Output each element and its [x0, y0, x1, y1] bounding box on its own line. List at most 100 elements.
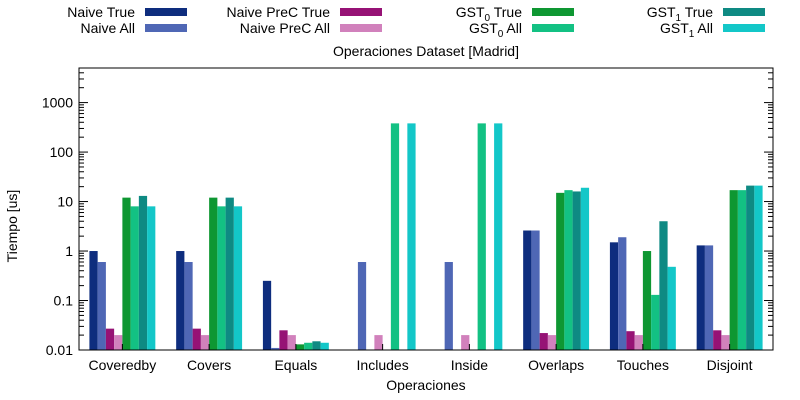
bar-coveredby-gst1-all	[147, 206, 156, 350]
y-axis-label: Tiempo [us]	[4, 190, 20, 263]
bar-coveredby-naive-prec-all	[114, 335, 123, 350]
bar-disjoint-gst0-all	[737, 190, 747, 350]
y-tick-label: 0.01	[46, 342, 73, 358]
legend-swatch	[723, 24, 765, 32]
bar-overlaps-gst0-true	[556, 192, 565, 350]
y-tick-label: 0.1	[54, 293, 74, 309]
bar-overlaps-naive-all	[531, 230, 540, 350]
x-tick-label: Inside	[451, 357, 489, 373]
bar-equals-naive-all	[271, 347, 280, 350]
bar-disjoint-gst1-all	[754, 185, 763, 350]
legend-label: Naive True	[67, 4, 135, 20]
bar-includes-naive-all	[357, 262, 367, 350]
bar-disjoint-gst1-true	[746, 185, 755, 350]
bar-includes-naive-prec-all	[374, 335, 383, 350]
x-tick-label: Disjoint	[707, 357, 753, 373]
bar-covers-gst0-true	[209, 197, 218, 350]
y-tick-label: 100	[50, 144, 74, 160]
bar-equals-gst1-true	[312, 341, 321, 350]
legend-label: GST1 All	[660, 20, 713, 40]
y-tick-label: 1000	[42, 95, 73, 111]
legend-swatch	[340, 8, 382, 16]
bar-disjoint-naive-true	[696, 245, 705, 350]
legend-item: Naive All	[81, 20, 187, 36]
legend-label: GST1 True	[647, 4, 713, 24]
chart-title: Operaciones Dataset [Madrid]	[333, 43, 519, 59]
bar-inside-naive-prec-all	[461, 335, 470, 350]
x-tick-label: Touches	[617, 357, 669, 373]
x-tick-label: Includes	[357, 357, 409, 373]
bar-covers-gst1-true	[225, 197, 234, 350]
legend-swatch	[532, 8, 574, 16]
bar-disjoint-naive-prec-true	[713, 330, 722, 350]
bars-group	[89, 123, 763, 350]
bar-touches-gst0-all	[651, 294, 660, 350]
bar-touches-gst1-true	[659, 221, 668, 350]
bar-overlaps-gst1-all	[580, 187, 590, 350]
bar-equals-naive-prec-all	[287, 335, 296, 350]
bar-coveredby-naive-all	[97, 262, 106, 350]
bar-includes-gst0-all	[390, 123, 400, 350]
bar-equals-gst0-true	[295, 344, 305, 350]
bar-inside-gst0-all	[477, 123, 486, 350]
bar-coveredby-gst0-true	[122, 197, 131, 350]
legend-label: Naive All	[81, 20, 135, 36]
bar-touches-gst1-all	[667, 266, 676, 350]
legend-item: Naive PreC All	[240, 20, 382, 36]
legend-label: GST0 True	[456, 4, 522, 24]
bar-covers-gst0-all	[217, 206, 226, 350]
legend-item: GST0 All	[469, 20, 574, 40]
legend-swatch	[340, 24, 382, 32]
bar-coveredby-naive-true	[89, 251, 98, 350]
bar-touches-naive-true	[609, 242, 619, 350]
bar-overlaps-gst1-true	[572, 191, 581, 350]
legend-swatch	[723, 8, 765, 16]
bar-touches-naive-all	[618, 237, 627, 350]
axes: 0.01 0.1 1 10 100 1000 Coveredby Covers Equals In…	[42, 67, 773, 373]
bar-includes-gst1-all	[407, 123, 416, 350]
bar-equals-gst1-all	[320, 342, 329, 350]
bar-touches-naive-prec-all	[634, 335, 643, 350]
bar-overlaps-naive-prec-true	[539, 333, 548, 350]
bar-coveredby-gst0-all	[130, 206, 139, 350]
bar-covers-naive-prec-true	[192, 328, 201, 350]
bar-overlaps-naive-true	[523, 230, 532, 350]
bar-inside-naive-all	[444, 262, 453, 350]
bar-disjoint-gst0-true	[729, 190, 738, 350]
legend-swatch	[145, 8, 187, 16]
bar-equals-gst0-all	[304, 342, 313, 350]
y-tick-label: 10	[57, 194, 73, 210]
bar-covers-naive-all	[184, 262, 193, 350]
legend-item: GST1 True	[647, 4, 765, 24]
bar-disjoint-naive-all	[704, 245, 714, 350]
y-tick-label: 1	[65, 243, 73, 259]
legend-item: Naive PreC True	[227, 4, 382, 20]
bar-inside-gst1-all	[494, 123, 503, 350]
legend-item: GST1 All	[660, 20, 765, 40]
bar-touches-naive-prec-true	[626, 331, 635, 350]
bar-covers-gst1-all	[233, 206, 243, 350]
bar-covers-naive-prec-all	[200, 335, 210, 350]
legend-swatch	[532, 24, 574, 32]
x-tick-label: Overlaps	[528, 357, 584, 373]
x-tick-label: Equals	[274, 357, 317, 373]
x-axis-label: Operaciones	[386, 377, 465, 393]
bar-touches-gst0-true	[642, 251, 652, 350]
bar-overlaps-gst0-all	[564, 190, 573, 350]
x-tick-label: Coveredby	[89, 357, 157, 373]
legend-label: Naive PreC True	[227, 4, 331, 20]
bar-covers-naive-true	[176, 251, 185, 350]
bar-equals-naive-true	[262, 280, 272, 350]
x-tick-label: Covers	[187, 357, 231, 373]
legend-item: Naive True	[67, 4, 187, 20]
legend-label: GST0 All	[469, 20, 522, 40]
legend-swatch	[145, 24, 187, 32]
bar-coveredby-gst1-true	[138, 195, 148, 350]
legend-label: Naive PreC All	[240, 20, 330, 36]
legend-item: GST0 True	[456, 4, 574, 24]
bar-disjoint-naive-prec-all	[721, 335, 730, 350]
bar-equals-naive-prec-true	[279, 330, 288, 350]
bar-overlaps-naive-prec-all	[547, 335, 557, 350]
